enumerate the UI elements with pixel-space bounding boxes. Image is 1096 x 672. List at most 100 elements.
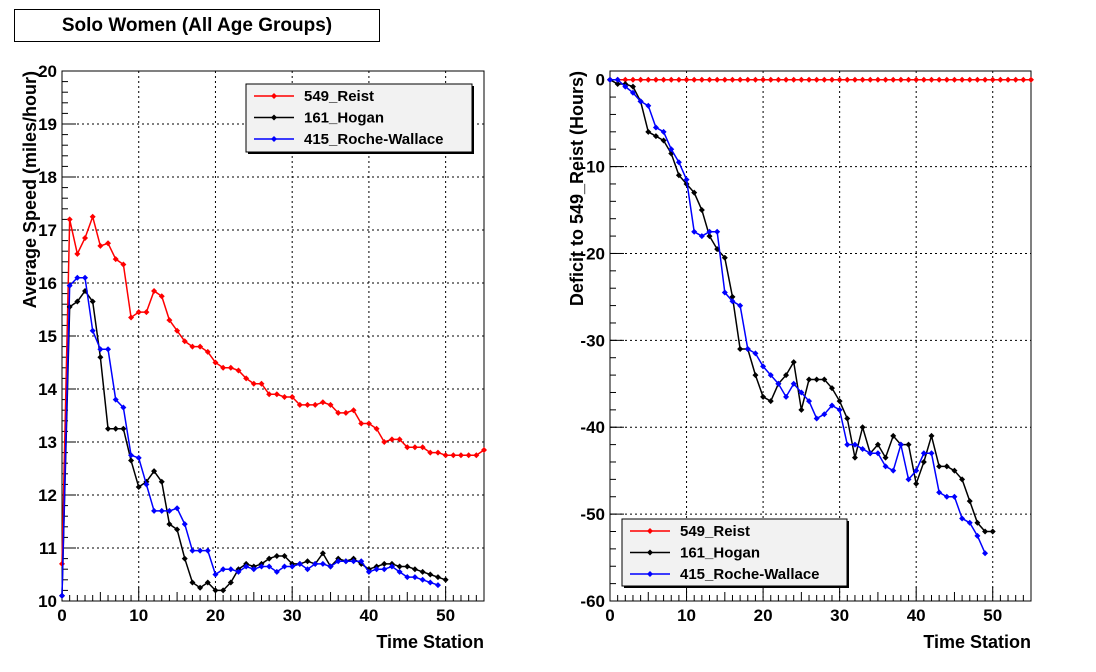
data-point — [982, 76, 989, 83]
data-point — [112, 256, 119, 263]
data-point — [342, 409, 349, 416]
x-axis-label: Time Station — [376, 632, 484, 652]
data-point — [388, 436, 395, 443]
data-point — [913, 467, 920, 474]
data-point — [783, 393, 790, 400]
y-tick-label: 17 — [38, 221, 57, 240]
data-point — [166, 507, 173, 514]
data-point — [798, 406, 805, 413]
data-point — [74, 298, 81, 305]
data-point — [82, 274, 89, 281]
data-point — [668, 146, 675, 153]
data-point — [721, 289, 728, 296]
data-point — [411, 574, 418, 581]
data-point — [806, 376, 813, 383]
x-tick-label: 30 — [830, 606, 849, 625]
legend-label: 161_Hogan — [680, 545, 760, 562]
data-point — [82, 234, 89, 241]
data-point — [936, 463, 943, 470]
data-point — [851, 76, 858, 83]
data-point — [128, 452, 135, 459]
data-point — [166, 317, 173, 324]
data-point — [683, 176, 690, 183]
data-point — [966, 519, 973, 526]
data-point — [867, 76, 874, 83]
data-point — [404, 574, 411, 581]
data-point — [675, 172, 682, 179]
data-point — [943, 493, 950, 500]
data-point — [105, 346, 112, 353]
y-tick-label: 12 — [38, 486, 57, 505]
data-point — [951, 76, 958, 83]
data-point — [304, 401, 311, 408]
data-point — [629, 76, 636, 83]
data-point — [828, 385, 835, 392]
data-point — [714, 228, 721, 235]
data-point — [250, 566, 257, 573]
data-point — [798, 389, 805, 396]
data-point — [365, 568, 372, 575]
data-point — [890, 432, 897, 439]
data-point — [427, 449, 434, 456]
data-point — [335, 409, 342, 416]
y-tick-label: 10 — [38, 592, 57, 611]
data-point — [220, 566, 227, 573]
data-point — [1012, 76, 1019, 83]
data-point — [683, 76, 690, 83]
data-point — [220, 587, 227, 594]
data-point — [675, 76, 682, 83]
data-point — [905, 76, 912, 83]
data-point — [66, 216, 73, 223]
data-point — [821, 376, 828, 383]
data-point — [813, 415, 820, 422]
data-point — [783, 372, 790, 379]
data-point — [744, 76, 751, 83]
data-point — [629, 89, 636, 96]
data-point — [844, 76, 851, 83]
data-point — [790, 380, 797, 387]
data-point — [760, 76, 767, 83]
data-point — [350, 558, 357, 565]
data-point — [645, 128, 652, 135]
data-point — [890, 76, 897, 83]
data-point — [982, 550, 989, 557]
data-point — [258, 380, 265, 387]
data-point — [936, 489, 943, 496]
data-point — [243, 375, 250, 382]
data-point — [737, 346, 744, 353]
data-point — [874, 450, 881, 457]
data-point — [281, 552, 288, 559]
legend-label: 161_Hogan — [304, 110, 384, 127]
data-point — [920, 76, 927, 83]
data-point — [243, 563, 250, 570]
data-point — [675, 159, 682, 166]
data-point — [698, 207, 705, 214]
data-point — [120, 425, 127, 432]
legend-label: 549_Reist — [680, 523, 750, 540]
data-point — [989, 528, 996, 535]
data-point — [737, 76, 744, 83]
data-point — [652, 76, 659, 83]
data-point — [427, 571, 434, 578]
data-point — [828, 76, 835, 83]
data-point — [828, 402, 835, 409]
data-point — [105, 425, 112, 432]
data-point — [913, 76, 920, 83]
data-point — [273, 568, 280, 575]
data-point — [767, 398, 774, 405]
data-point — [105, 240, 112, 247]
x-tick-label: 50 — [436, 606, 455, 625]
data-point — [273, 552, 280, 559]
data-point — [928, 76, 935, 83]
data-point — [174, 526, 181, 533]
data-point — [874, 76, 881, 83]
series-415_Roche-Wallace — [59, 274, 441, 599]
data-point — [181, 555, 188, 562]
data-point — [775, 380, 782, 387]
data-point — [281, 563, 288, 570]
data-point — [266, 563, 273, 570]
y-tick-label: -60 — [580, 592, 605, 611]
data-point — [220, 364, 227, 371]
data-point — [273, 391, 280, 398]
data-point — [227, 579, 234, 586]
